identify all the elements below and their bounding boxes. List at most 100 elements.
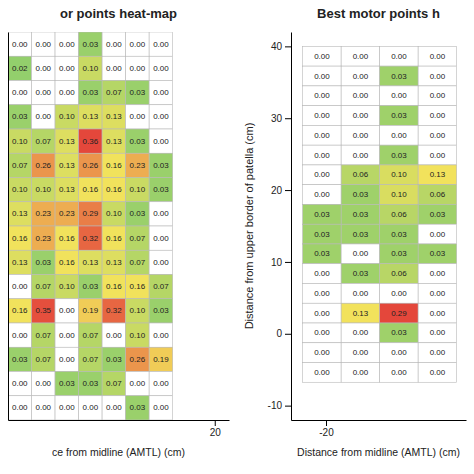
heat-cell <box>55 299 79 323</box>
heat-cell <box>380 46 419 66</box>
cell-label: 0.00 <box>59 40 75 49</box>
heat-cell <box>8 250 32 274</box>
heat-cell <box>380 204 419 224</box>
heat-cell <box>303 264 342 284</box>
x-tick-label: 20 <box>210 427 222 438</box>
heat-cell <box>303 145 342 165</box>
heat-cell <box>102 202 126 226</box>
heat-cell <box>8 323 32 347</box>
cell-label: 0.00 <box>314 170 330 179</box>
x-tick-label: -20 <box>319 427 334 438</box>
heat-cell <box>126 105 150 129</box>
heat-cell <box>102 178 126 202</box>
heat-cell <box>303 224 342 244</box>
cell-label: 0.16 <box>130 282 146 291</box>
heat-cell <box>341 145 380 165</box>
cell-label: 0.00 <box>314 131 330 140</box>
heat-cell <box>79 275 103 299</box>
cell-label: 0.10 <box>83 64 99 73</box>
y-tick-mark <box>285 334 291 335</box>
cell-label: 0.00 <box>430 72 446 81</box>
heat-cell <box>303 86 342 106</box>
heat-cell <box>79 202 103 226</box>
heat-cell <box>380 283 419 303</box>
cell-label: 0.00 <box>130 112 146 121</box>
cell-label: 0.00 <box>130 40 146 49</box>
cell-label: 0.23 <box>130 161 146 170</box>
heat-cell <box>418 165 457 185</box>
heat-cell <box>380 125 419 145</box>
cell-label: 0.16 <box>59 234 75 243</box>
cell-labels: 0.00 0.00 0.00 0.03 0.00 0.00 0.00 0.02 0.00 0.00… <box>12 40 169 413</box>
cell-label: 0.07 <box>106 379 122 388</box>
cell-label: 0.03 <box>106 355 122 364</box>
y-axis: -10010203040 <box>268 33 292 421</box>
heat-cell <box>126 372 150 396</box>
heat-cell <box>341 224 380 244</box>
heat-cell <box>418 244 457 264</box>
y-tick-mark <box>285 190 291 191</box>
heat-cell <box>55 323 79 347</box>
heat-cell <box>149 250 173 274</box>
heat-cell <box>418 86 457 106</box>
heat-cell <box>380 264 419 284</box>
heat-cell <box>102 299 126 323</box>
cell-label: 0.00 <box>153 64 169 73</box>
heat-cell <box>418 185 457 205</box>
cell-label: 0.10 <box>391 170 407 179</box>
heat-cell <box>418 145 457 165</box>
heat-cell <box>32 372 56 396</box>
heat-cell <box>8 347 32 371</box>
heat-cell <box>149 105 173 129</box>
cell-label: 0.02 <box>12 64 28 73</box>
heat-cell <box>418 283 457 303</box>
heat-cell <box>55 250 79 274</box>
heat-cell <box>149 226 173 250</box>
cell-label: 0.35 <box>35 306 51 315</box>
cell-label: 0.03 <box>314 249 330 258</box>
cell-label: 0.00 <box>430 151 446 160</box>
heat-cell <box>149 299 173 323</box>
heat-cell <box>55 372 79 396</box>
cell-label: 0.00 <box>12 403 28 412</box>
heat-cell <box>79 56 103 80</box>
heat-cell <box>126 226 150 250</box>
heat-cell <box>341 66 380 86</box>
y-tick: 0 <box>276 328 291 339</box>
cell-label: 0.13 <box>83 112 99 121</box>
heat-cell <box>380 145 419 165</box>
heat-cell <box>341 343 380 363</box>
cell-label: 0.00 <box>430 91 446 100</box>
panel-title: Best motor points h <box>317 6 440 21</box>
heat-cell <box>149 81 173 105</box>
heat-cell <box>102 153 126 177</box>
heat-cell <box>149 153 173 177</box>
heat-cell <box>418 264 457 284</box>
heat-cell <box>341 204 380 224</box>
heat-cell <box>149 396 173 420</box>
heat-cell <box>32 250 56 274</box>
heat-cell <box>55 178 79 202</box>
cell-label: 0.00 <box>106 64 122 73</box>
cell-label: 0.00 <box>153 258 169 267</box>
heat-cell <box>418 46 457 66</box>
heat-cell <box>380 66 419 86</box>
heat-cell <box>149 323 173 347</box>
heat-cell <box>380 303 419 323</box>
heat-cell <box>8 299 32 323</box>
cell-label: 0.13 <box>353 309 369 318</box>
y-tick-label: 0 <box>276 328 282 339</box>
cell-label: 0.00 <box>106 403 122 412</box>
cell-label: 0.13 <box>106 258 122 267</box>
cell-label: 0.13 <box>59 137 75 146</box>
cell-label: 0.00 <box>430 309 446 318</box>
cell-label: 0.03 <box>83 88 99 97</box>
cell-label: 0.00 <box>391 91 407 100</box>
heat-cell <box>126 56 150 80</box>
cell-label: 0.00 <box>35 112 51 121</box>
cell-label: 0.19 <box>153 355 169 364</box>
cell-label: 0.00 <box>314 52 330 61</box>
cell-label: 0.03 <box>353 269 369 278</box>
heat-cell <box>102 81 126 105</box>
heat-cell <box>341 185 380 205</box>
